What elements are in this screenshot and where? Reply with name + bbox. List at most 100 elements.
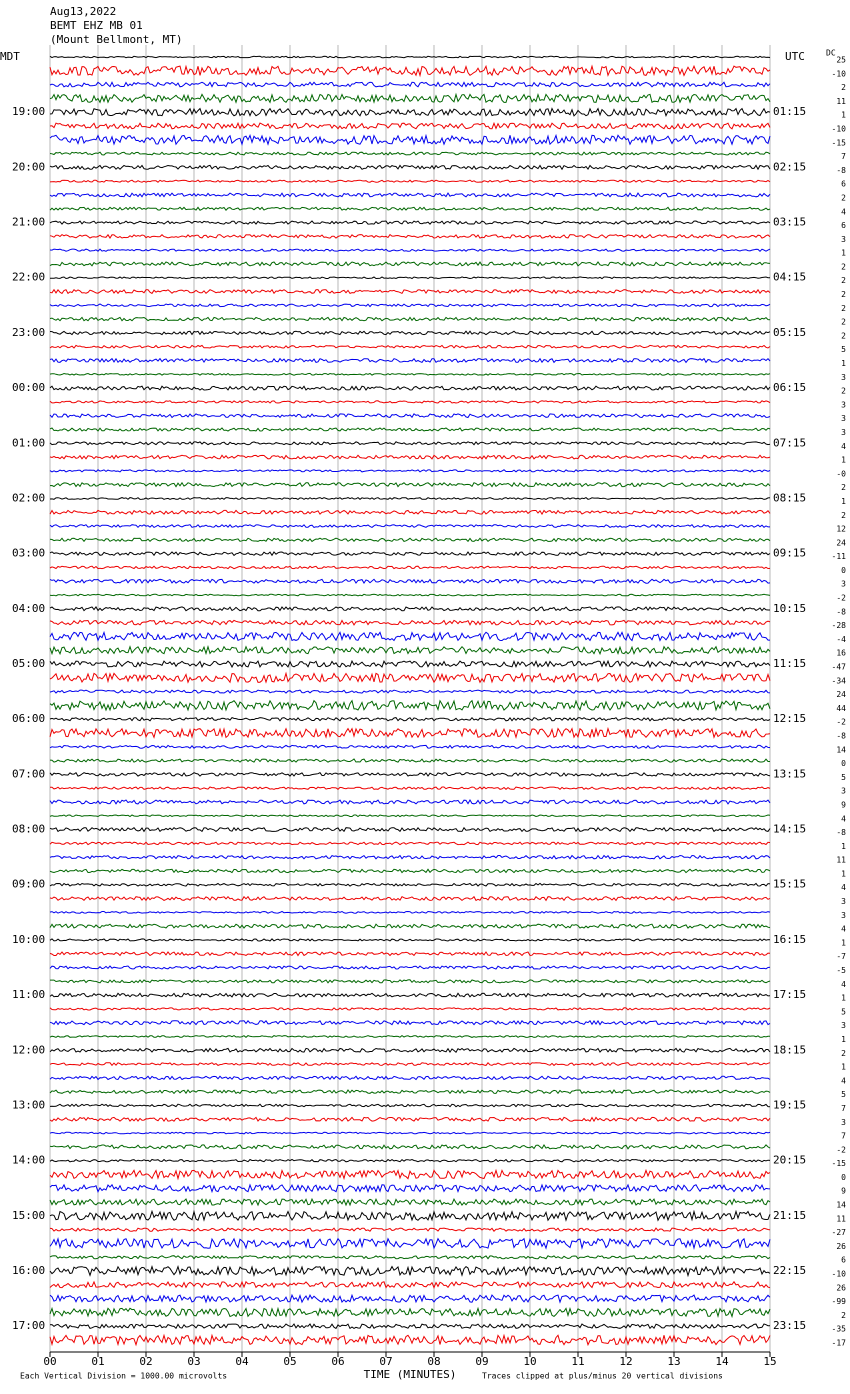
left-time: 13:00 xyxy=(12,1098,45,1111)
trace xyxy=(49,248,771,253)
dc-offset: 1 xyxy=(841,111,846,120)
dc-offset: 1 xyxy=(841,1035,846,1044)
trace xyxy=(49,261,771,267)
dc-offset: 1 xyxy=(841,456,846,465)
trace xyxy=(49,303,771,308)
dc-offset: 6 xyxy=(841,221,846,230)
left-time: 04:00 xyxy=(12,602,45,615)
left-time: 19:00 xyxy=(12,105,45,118)
x-tick-label: 00 xyxy=(43,1355,56,1368)
trace xyxy=(49,826,771,833)
right-zone: UTC xyxy=(785,50,805,63)
right-time: 16:15 xyxy=(773,933,806,946)
dc-offset: 4 xyxy=(841,1076,846,1085)
trace xyxy=(49,64,771,78)
left-time: 20:00 xyxy=(12,160,45,173)
x-tick-label: 05 xyxy=(283,1355,296,1368)
location: (Mount Bellmont, MT) xyxy=(50,33,182,46)
trace xyxy=(49,121,771,130)
dc-offset: -7 xyxy=(836,952,846,961)
trace xyxy=(49,744,771,749)
dc-offset: 0 xyxy=(841,759,846,768)
trace xyxy=(49,938,771,942)
dc-offset: 0 xyxy=(841,566,846,575)
dc-offset: 6 xyxy=(841,1256,846,1265)
dc-offset: 16 xyxy=(836,649,846,658)
dc-offset: 24 xyxy=(836,690,846,699)
trace xyxy=(49,689,771,694)
dc-offset: -27 xyxy=(832,1228,847,1237)
left-time: 05:00 xyxy=(12,657,45,670)
dc-offset: -34 xyxy=(832,676,847,685)
trace xyxy=(49,895,771,902)
trace xyxy=(49,841,771,846)
trace xyxy=(49,951,771,957)
left-time: 03:00 xyxy=(12,547,45,560)
dc-offset: -2 xyxy=(836,1145,846,1154)
left-time: 17:00 xyxy=(12,1319,45,1332)
dc-offset: 2 xyxy=(841,83,846,92)
dc-offset: -2 xyxy=(836,718,846,727)
trace xyxy=(49,413,771,419)
trace xyxy=(49,206,771,212)
dc-offset: 5 xyxy=(841,345,846,354)
dc-offset: -47 xyxy=(832,663,847,672)
right-time: 23:15 xyxy=(773,1319,806,1332)
right-time: 22:15 xyxy=(773,1264,806,1277)
trace xyxy=(49,372,771,376)
dc-offset: -28 xyxy=(832,621,847,630)
dc-offset: 4 xyxy=(841,925,846,934)
trace xyxy=(49,1227,771,1232)
trace xyxy=(49,644,771,656)
right-time: 20:15 xyxy=(773,1154,806,1167)
left-time: 21:00 xyxy=(12,216,45,229)
dc-offset: 24 xyxy=(836,538,846,547)
trace xyxy=(49,151,771,156)
x-tick-label: 12 xyxy=(619,1355,632,1368)
trace xyxy=(49,344,771,349)
dc-offset: 1 xyxy=(841,249,846,258)
right-time: 12:15 xyxy=(773,712,806,725)
x-label: TIME (MINUTES) xyxy=(364,1368,457,1381)
dc-offset: 4 xyxy=(841,442,846,451)
left-time: 09:00 xyxy=(12,878,45,891)
trace xyxy=(49,1306,771,1319)
dc-offset: 26 xyxy=(836,1283,846,1292)
dc-offset: 2 xyxy=(841,511,846,520)
left-time: 11:00 xyxy=(12,988,45,1001)
dc-offset: 9 xyxy=(841,1187,846,1196)
dc-offset: 7 xyxy=(841,1104,846,1113)
trace xyxy=(49,1333,771,1347)
right-time: 13:15 xyxy=(773,767,806,780)
right-time: 19:15 xyxy=(773,1098,806,1111)
trace xyxy=(49,1103,771,1108)
trace xyxy=(49,992,771,998)
trace xyxy=(49,671,771,684)
dc-offset: 1 xyxy=(841,994,846,1003)
trace xyxy=(49,469,771,473)
left-time: 22:00 xyxy=(12,271,45,284)
trace xyxy=(49,882,771,887)
dc-offset: 2 xyxy=(841,276,846,285)
dc-offset: 11 xyxy=(836,97,846,106)
dc-offset: 1 xyxy=(841,842,846,851)
dc-offset: 4 xyxy=(841,207,846,216)
right-time: 03:15 xyxy=(773,216,806,229)
dc-offset: 5 xyxy=(841,1007,846,1016)
dc-offset: 3 xyxy=(841,1021,846,1030)
dc-offset: 4 xyxy=(841,883,846,892)
trace xyxy=(49,481,771,488)
trace xyxy=(49,385,771,391)
dc-offset: -8 xyxy=(836,828,846,837)
trace xyxy=(49,868,771,874)
trace xyxy=(49,524,770,529)
x-tick-label: 03 xyxy=(187,1355,200,1368)
trace xyxy=(49,400,771,404)
dc-offset: -10 xyxy=(832,124,847,133)
trace xyxy=(49,758,770,763)
trace xyxy=(49,923,771,929)
dc-offset: -99 xyxy=(832,1297,847,1306)
trace xyxy=(49,509,771,516)
dc-offset: 1 xyxy=(841,938,846,947)
trace xyxy=(49,630,770,642)
